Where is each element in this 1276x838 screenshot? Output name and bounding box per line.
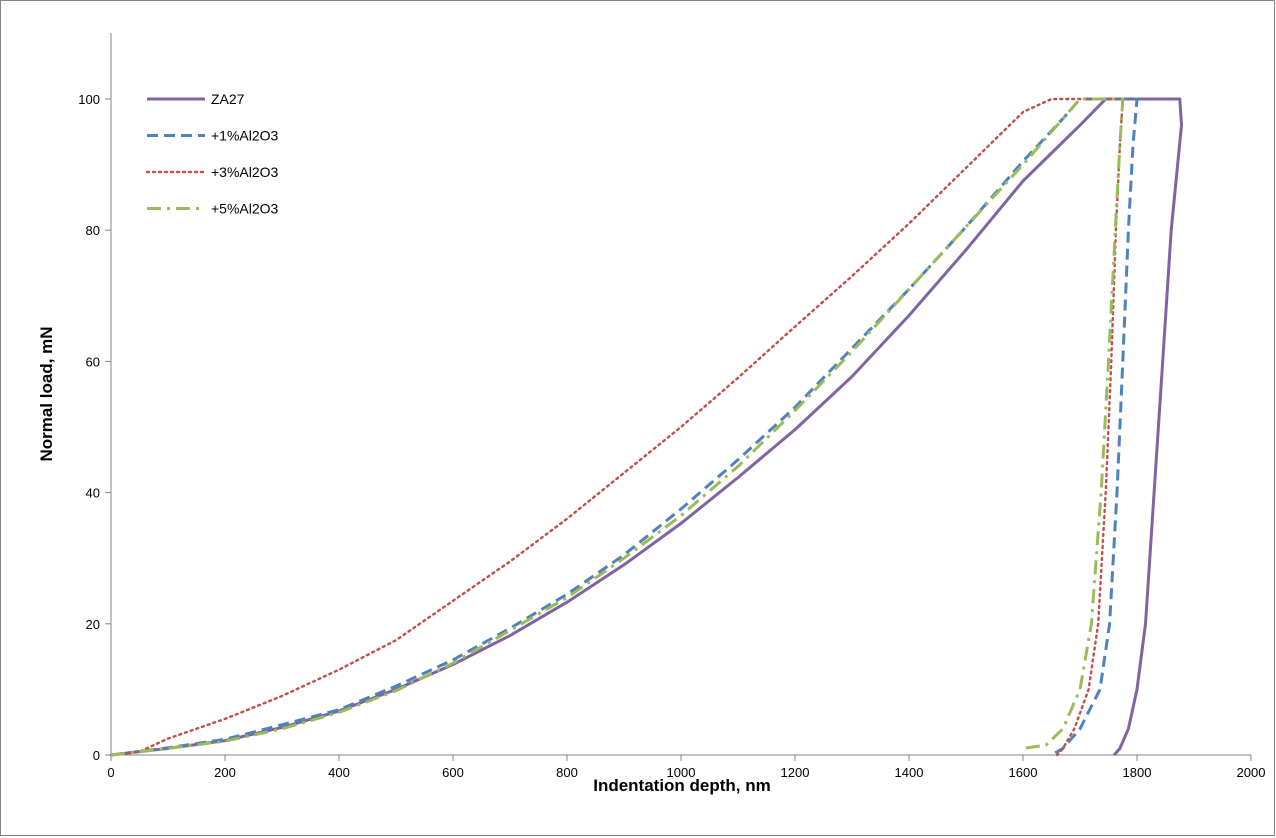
x-tick-label: 800 — [556, 765, 578, 780]
series-line-2 — [109, 97, 1124, 757]
x-tick-label: 400 — [328, 765, 350, 780]
legend-label-2: +3%Al2O3 — [211, 164, 279, 180]
legend-label-1: +1%Al2O3 — [211, 128, 279, 144]
x-tick-label: 1800 — [1123, 765, 1152, 780]
legend-label-3: +5%Al2O3 — [211, 201, 279, 217]
x-tick-label: 1000 — [667, 765, 696, 780]
y-tick-label: 0 — [93, 748, 100, 763]
series-line-0 — [110, 97, 1183, 757]
x-tick-label: 2000 — [1237, 765, 1266, 780]
y-axis-title: Normal load, mN — [37, 326, 56, 461]
y-tick-label: 80 — [86, 223, 100, 238]
x-tick-label: 1600 — [1009, 765, 1038, 780]
x-tick-label: 600 — [442, 765, 464, 780]
x-tick-label: 200 — [214, 765, 236, 780]
legend-label-0: ZA27 — [211, 91, 245, 107]
x-tick-label: 1400 — [895, 765, 924, 780]
x-tick-label: 0 — [107, 765, 114, 780]
x-axis-title: Indentation depth, nm — [593, 776, 771, 795]
y-tick-label: 20 — [86, 617, 100, 632]
x-tick-label: 1200 — [781, 765, 810, 780]
y-tick-label: 100 — [78, 92, 100, 107]
y-tick-label: 60 — [86, 354, 100, 369]
y-tick-label: 40 — [86, 486, 100, 501]
series-line-3 — [110, 97, 1125, 757]
series-line-1 — [110, 97, 1139, 757]
